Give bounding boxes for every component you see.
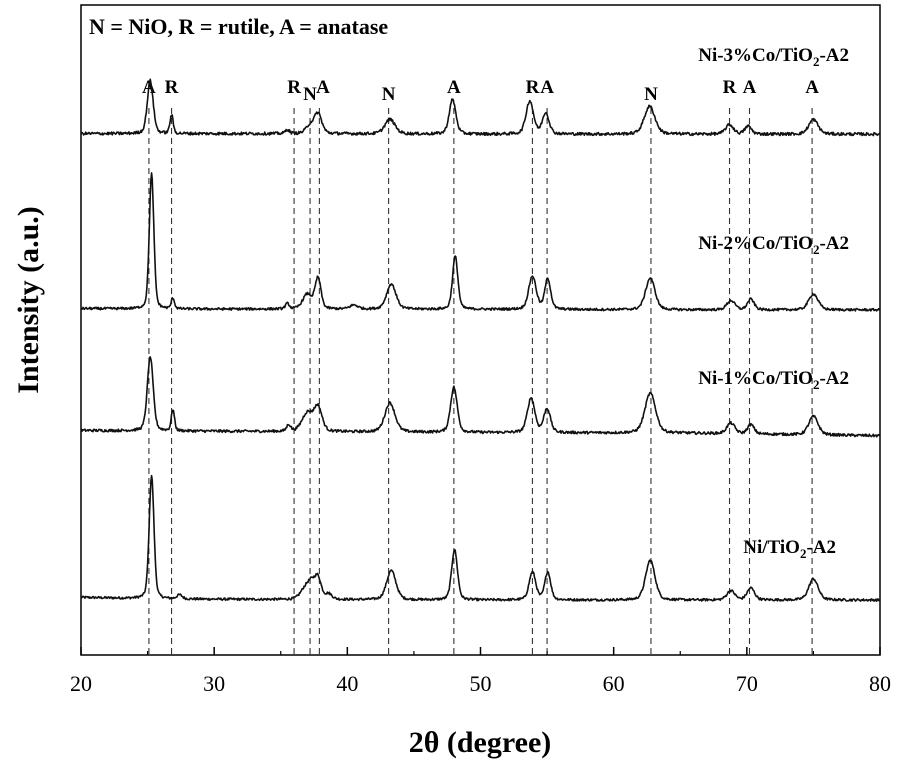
series-label-2: Ni-2%Co/TiO2-A2 <box>698 233 849 257</box>
series-line-3 <box>80 78 881 137</box>
reference-letter-5: N <box>382 84 396 105</box>
series-line-1 <box>80 356 881 438</box>
series-label-0: Ni/TiO2-A2 <box>743 537 836 561</box>
reference-letter-6: A <box>447 77 461 98</box>
reference-letter-10: R <box>723 77 737 98</box>
reference-letter-7: R <box>526 77 540 98</box>
x-axis-label: 2θ (degree) <box>409 726 552 759</box>
reference-letter-1: R <box>165 77 179 98</box>
reference-letter-9: N <box>644 84 658 105</box>
x-axis: 20 30 40 50 60 70 80 <box>70 647 891 696</box>
y-axis-label: Intensity (a.u.) <box>12 206 45 394</box>
x-tick-label-4: 60 <box>603 671 625 696</box>
reference-letter-11: A <box>743 77 757 98</box>
series-label-1: Ni-1%Co/TiO2-A2 <box>698 368 849 392</box>
x-tick-label-5: 70 <box>736 671 758 696</box>
reference-letter-3: N <box>303 84 317 105</box>
series-label-3: Ni-3%Co/TiO2-A2 <box>698 45 849 69</box>
series-labels: Ni/TiO2-A2 Ni-1%Co/TiO2-A2 Ni-2%Co/TiO2-A2… <box>698 45 849 561</box>
reference-letter-2: R <box>287 77 301 98</box>
x-tick-label-6: 80 <box>869 671 891 696</box>
x-tick-label-2: 40 <box>336 671 358 696</box>
x-tick-label-3: 50 <box>470 671 492 696</box>
series-line-0 <box>80 474 881 602</box>
reference-letter-12: A <box>805 77 819 98</box>
x-tick-label-0: 20 <box>70 671 92 696</box>
x-tick-label-1: 30 <box>203 671 225 696</box>
reference-lines <box>148 108 813 655</box>
legend-text: N = NiO, R = rutile, A = anatase <box>89 14 388 39</box>
diffraction-patterns <box>80 78 881 602</box>
series-line-2 <box>80 172 881 312</box>
reference-letter-4: A <box>316 77 330 98</box>
reference-letter-8: A <box>540 77 554 98</box>
